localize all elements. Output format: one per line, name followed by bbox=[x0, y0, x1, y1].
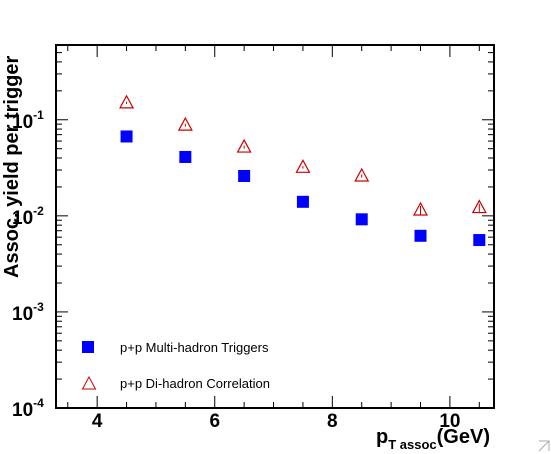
di-hadron-point bbox=[354, 167, 370, 182]
di-hadron-point bbox=[177, 116, 193, 131]
x-axis-title-unit: (GeV) bbox=[437, 426, 490, 448]
corner-resize-icon bbox=[538, 440, 550, 452]
di-hadron-point bbox=[295, 159, 311, 173]
multi-hadron-point bbox=[179, 150, 192, 163]
x-axis-title: pT assoc(GeV) bbox=[376, 426, 490, 452]
x-tick-label: 4 bbox=[92, 411, 103, 432]
di-hadron-point bbox=[471, 199, 487, 214]
legend-label-di-hadron: p+p Di-hadron Correlation bbox=[120, 376, 270, 391]
x-tick-label: 6 bbox=[209, 411, 220, 432]
plot-frame bbox=[55, 44, 495, 409]
y-tick-label: 10-4 bbox=[12, 396, 44, 421]
multi-hadron-point bbox=[473, 234, 486, 247]
y-tick-label: 10-3 bbox=[12, 300, 44, 325]
axis-ticks bbox=[56, 45, 494, 409]
multi-hadron-point bbox=[120, 130, 133, 143]
x-tick-label: 10 bbox=[439, 411, 460, 432]
x-axis-title-main: p bbox=[376, 426, 388, 448]
multi-hadron-point bbox=[238, 169, 251, 182]
y-tick-label: 10-1 bbox=[12, 108, 44, 133]
y-tick-labels: 10-4 10-3 10-2 10-1 bbox=[12, 108, 44, 421]
legend-marker-multi-hadron bbox=[82, 341, 94, 353]
x-tick-labels: 4 6 8 10 bbox=[92, 411, 461, 432]
y-axis-title: Assoc. yield per trigger bbox=[1, 55, 23, 278]
multi-hadron-point bbox=[296, 195, 309, 208]
data-points bbox=[119, 94, 487, 247]
multi-hadron-point bbox=[355, 213, 368, 226]
di-hadron-point bbox=[119, 94, 135, 109]
legend-label-multi-hadron: p+p Multi-hadron Triggers bbox=[120, 340, 269, 355]
y-tick-label: 10-2 bbox=[12, 204, 44, 229]
di-hadron-point bbox=[413, 201, 429, 216]
x-tick-label: 8 bbox=[327, 411, 338, 432]
multi-hadron-point bbox=[414, 229, 427, 242]
legend-marker-di-hadron bbox=[81, 375, 97, 390]
legend: p+p Multi-hadron Triggers p+p Di-hadron … bbox=[81, 340, 270, 391]
di-hadron-point bbox=[236, 138, 252, 153]
x-axis-title-sub: T assoc bbox=[388, 437, 436, 452]
